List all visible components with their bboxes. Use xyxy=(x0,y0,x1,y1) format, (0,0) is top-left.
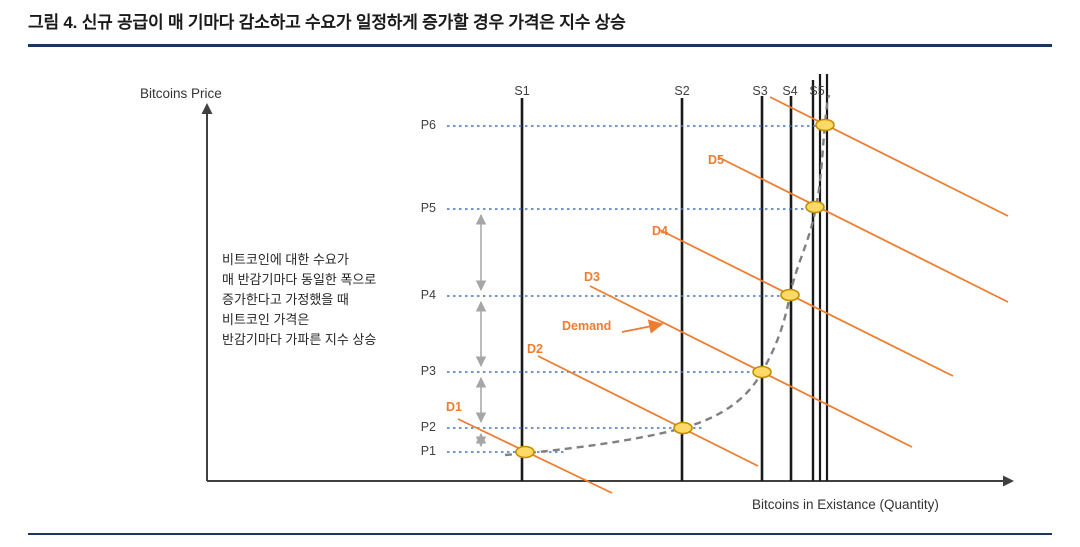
demand-label-d1: D1 xyxy=(446,400,462,414)
supply-label-s4: S4 xyxy=(782,84,798,98)
equilibrium-marker-p6 xyxy=(815,118,835,132)
demand-line-d1 xyxy=(457,418,613,494)
y-axis-arrowhead-icon xyxy=(201,103,213,114)
demand-line-d3 xyxy=(589,285,913,448)
equilibrium-marker-s1p1 xyxy=(515,445,535,459)
demand-line-d5 xyxy=(717,156,1009,303)
equilibrium-marker-s2p2 xyxy=(673,421,693,435)
demand-text-label: Demand xyxy=(562,319,612,333)
supply-label-s3: S3 xyxy=(752,84,768,98)
demand-label-d5: D5 xyxy=(708,153,724,167)
supply-label-s1: S1 xyxy=(514,84,530,98)
price-label-p1: P1 xyxy=(420,444,436,458)
price-path-curve xyxy=(504,94,831,457)
supply-label-s2: S2 xyxy=(674,84,690,98)
price-label-p3: P3 xyxy=(420,364,436,378)
y-axis-label: Bitcoins Price xyxy=(140,86,222,101)
demand-label-d2: D2 xyxy=(527,342,543,356)
bottom-divider xyxy=(28,533,1052,535)
demand-label-d4: D4 xyxy=(652,224,668,238)
demand-line-unlabeled xyxy=(769,96,1009,217)
price-label-p6: P6 xyxy=(420,118,436,132)
x-axis-label: Bitcoins in Existance (Quantity) xyxy=(752,497,939,512)
equilibrium-marker-s5p5 xyxy=(805,200,825,214)
title-divider xyxy=(28,44,1052,47)
figure-title: 그림 4. 신규 공급이 매 기마다 감소하고 수요가 일정하게 증가할 경우 … xyxy=(28,13,626,32)
supply-label-s5: S5 xyxy=(809,84,825,98)
x-axis-arrowhead-icon xyxy=(1003,475,1014,487)
price-label-p5: P5 xyxy=(420,201,436,215)
equilibrium-marker-s4p4 xyxy=(780,288,800,302)
demand-pointer-arrow-icon xyxy=(621,319,664,334)
demand-label-d3: D3 xyxy=(584,270,600,284)
price-label-p2: P2 xyxy=(420,420,436,434)
equilibrium-marker-s3p3 xyxy=(752,365,772,379)
demand-line-d4 xyxy=(659,229,954,377)
annotation-text: 비트코인에 대한 수요가 매 반감기마다 동일한 폭으로 증가한다고 가정했을 … xyxy=(222,252,377,347)
price-label-p4: P4 xyxy=(420,288,436,302)
demand-line-d2 xyxy=(537,355,759,467)
